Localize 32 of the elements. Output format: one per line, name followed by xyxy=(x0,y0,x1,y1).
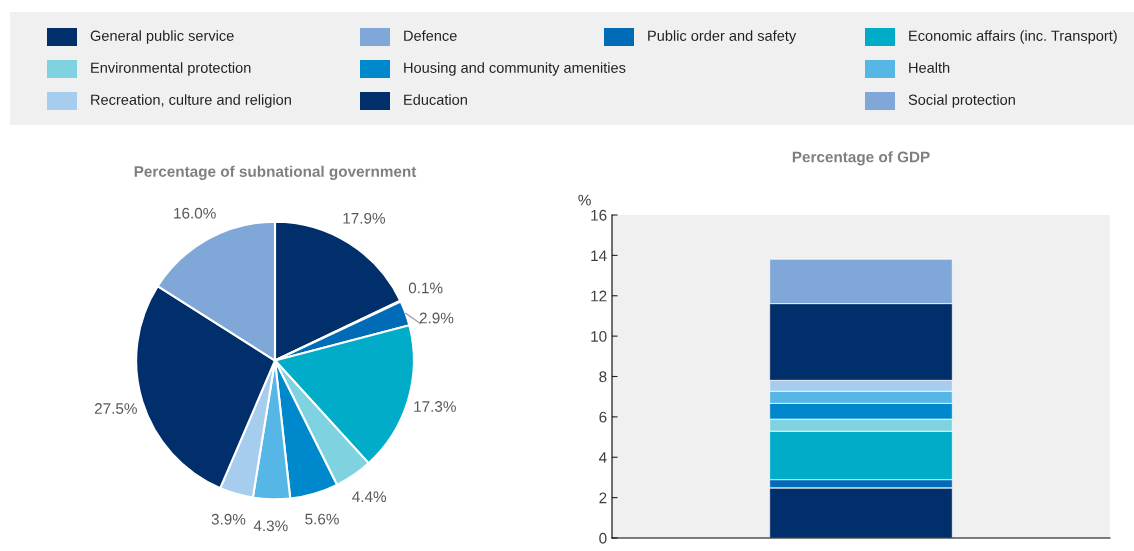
data-label: 27.5% xyxy=(94,403,137,414)
data-label: 5.6% xyxy=(305,513,339,525)
data-label: 0.1% xyxy=(408,282,443,294)
legend-label: Defence xyxy=(404,30,457,41)
legend-label: Environmental protection xyxy=(91,62,251,76)
y-tick-label: 4 xyxy=(598,452,607,463)
data-label: 4.4% xyxy=(352,491,387,503)
data-label: 4.3% xyxy=(253,520,288,532)
data-label: 17.9% xyxy=(343,212,386,224)
legend-label: Housing and community amenities xyxy=(404,62,626,76)
legend-label: General public service xyxy=(90,30,234,44)
y-tick-label: 2 xyxy=(599,492,607,504)
legend-label: Public order and safety xyxy=(648,30,797,44)
y-tick-label: 14 xyxy=(591,250,607,261)
y-tick-label: 10 xyxy=(591,330,607,342)
y-tick-label: 6 xyxy=(599,411,607,423)
data-label: 17.3% xyxy=(414,401,456,412)
y-tick-label: 12 xyxy=(591,290,607,302)
legend-label: Social protection xyxy=(908,94,1015,108)
chart-title: Percentage of GDP xyxy=(792,151,930,166)
data-label: 2.9% xyxy=(419,312,454,324)
data-label: 3.9% xyxy=(211,513,246,525)
y-tick-label: 16 xyxy=(591,209,607,221)
legend-label: Economic affairs (inc. Transport) xyxy=(909,30,1117,44)
legend-label: Education xyxy=(404,94,467,105)
y-tick-label: 0 xyxy=(599,532,607,544)
y-axis-title: % xyxy=(578,194,591,206)
legend-label: Recreation, culture and religion xyxy=(91,94,291,108)
text: Percentage of subnational government xyxy=(134,165,417,180)
y-tick-label: 8 xyxy=(599,371,607,383)
legend-label: Health xyxy=(909,62,950,73)
data-label: 16.0% xyxy=(174,207,216,219)
